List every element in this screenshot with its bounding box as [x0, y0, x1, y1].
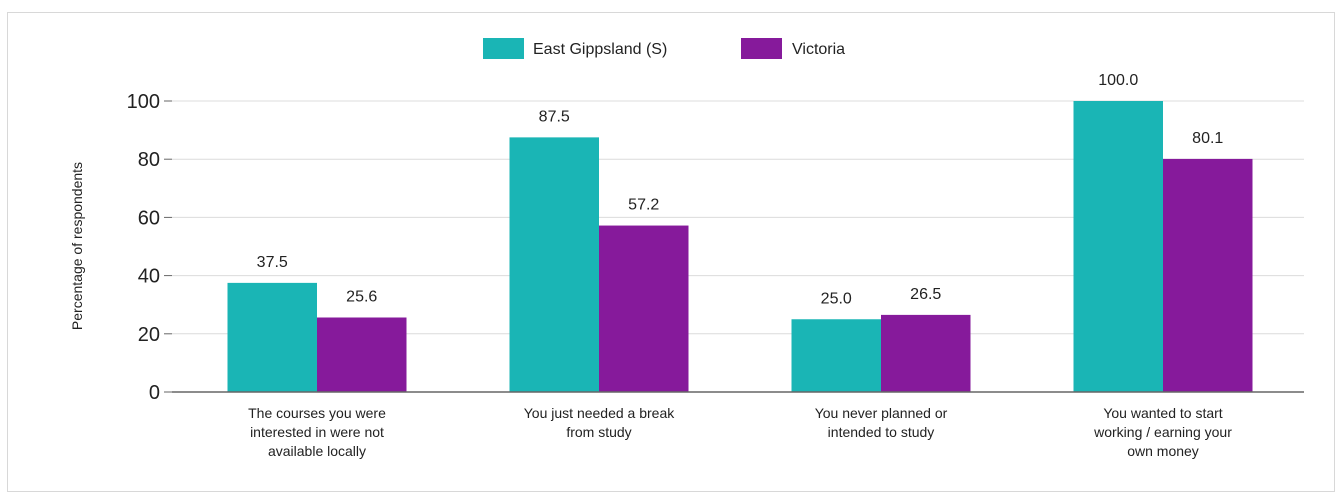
- legend-label: East Gippsland (S): [533, 41, 667, 58]
- legend-label: Victoria: [792, 41, 845, 58]
- bar: [1163, 158, 1253, 392]
- x-category-line: You never planned or: [815, 405, 948, 421]
- data-label: 37.5: [257, 254, 288, 271]
- legend-swatch: [741, 38, 782, 59]
- bar: [227, 282, 317, 392]
- x-category-line: You wanted to start: [1103, 405, 1222, 421]
- x-category-line: from study: [566, 424, 631, 440]
- data-labels: 37.5 25.6 87.5 57.2 25.0 26.5 100.0 80.1: [257, 72, 1224, 307]
- x-category-line: own money: [1127, 443, 1199, 459]
- y-tick-label: 20: [138, 324, 160, 346]
- bar: [599, 225, 689, 392]
- x-category-label: You wanted to start working / earning you…: [1093, 405, 1232, 459]
- bar: [881, 314, 971, 392]
- y-axis-label: Percentage of respondents: [69, 162, 85, 330]
- y-tick-label: 40: [138, 266, 160, 288]
- bar: [509, 137, 599, 392]
- data-label: 100.0: [1098, 72, 1138, 89]
- x-category-line: available locally: [268, 443, 366, 459]
- x-category-line: You just needed a break: [524, 405, 675, 421]
- y-tick-label: 60: [138, 207, 160, 229]
- x-category-line: interested in were not: [250, 424, 384, 440]
- data-label: 26.5: [910, 286, 941, 303]
- x-axis-categories: The courses you were interested in were n…: [248, 405, 1232, 459]
- data-label: 80.1: [1192, 130, 1223, 147]
- x-category-line: The courses you were: [248, 405, 386, 421]
- data-label: 87.5: [539, 108, 570, 125]
- x-category-line: working / earning your: [1093, 424, 1232, 440]
- y-tick-label: 100: [127, 91, 160, 113]
- x-category-line: intended to study: [828, 424, 935, 440]
- bars: [227, 101, 1253, 392]
- x-category-label: You never planned or intended to study: [815, 405, 948, 440]
- y-tick-label: 80: [138, 149, 160, 171]
- legend-swatch: [483, 38, 524, 59]
- bar: [1073, 101, 1163, 392]
- data-label: 57.2: [628, 197, 659, 214]
- bar: [317, 317, 407, 392]
- legend: East Gippsland (S) Victoria: [483, 38, 845, 59]
- x-category-label: You just needed a break from study: [524, 405, 675, 440]
- bar: [791, 319, 881, 392]
- y-axis-ticks: 0 20 40 60 80 100: [127, 91, 172, 404]
- y-tick-label: 0: [149, 382, 160, 404]
- data-label: 25.0: [821, 290, 852, 307]
- x-category-label: The courses you were interested in were n…: [248, 405, 386, 459]
- data-label: 25.6: [346, 289, 377, 306]
